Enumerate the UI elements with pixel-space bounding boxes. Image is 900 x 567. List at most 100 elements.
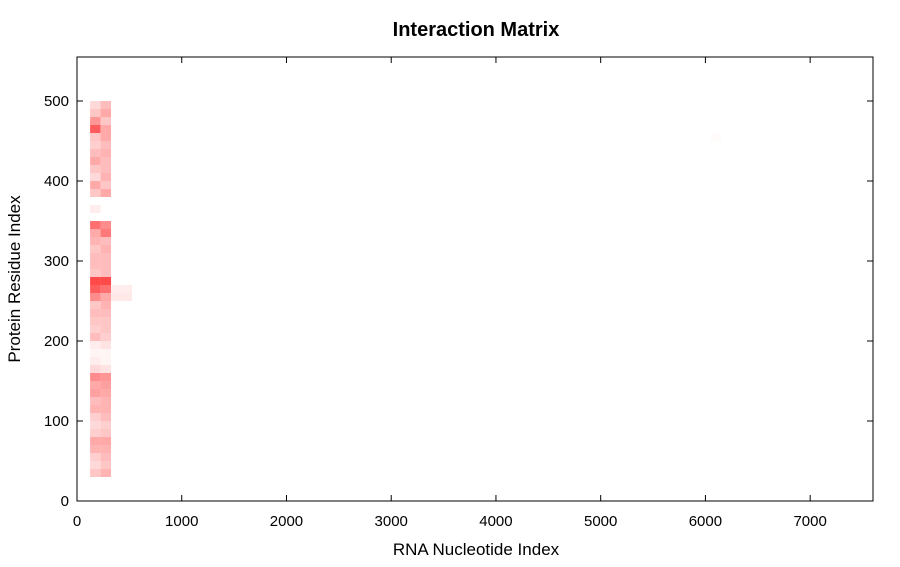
heatmap-cell <box>100 173 112 181</box>
heatmap-cell <box>90 229 101 237</box>
heatmap-cell <box>90 285 101 293</box>
heatmap-cell <box>100 365 112 373</box>
heatmap-cell <box>100 453 112 461</box>
y-tick-label: 0 <box>61 493 69 510</box>
heatmap-cell <box>100 237 112 245</box>
heatmap-cell <box>100 133 112 141</box>
x-axis-ticks: 0 1000 2000 3000 4000 5000 6000 7000 <box>73 57 827 530</box>
heatmap-cell <box>100 293 112 301</box>
heatmap-cell <box>100 309 112 317</box>
heatmap-cell <box>100 341 112 349</box>
heatmap-cell <box>90 157 101 165</box>
heatmap-cells <box>90 101 722 477</box>
heatmap-cell <box>100 229 112 237</box>
x-tick-label: 3000 <box>375 513 408 530</box>
heatmap-cell <box>90 109 101 117</box>
heatmap-cell <box>90 413 101 421</box>
heatmap-cell <box>100 157 112 165</box>
heatmap-cell <box>90 173 101 181</box>
heatmap-cell <box>100 269 112 277</box>
heatmap-cell <box>100 421 112 429</box>
heatmap-cell <box>90 149 101 157</box>
heatmap-cell <box>100 445 112 453</box>
heatmap-cell <box>90 261 101 269</box>
heatmap-cell <box>90 397 101 405</box>
heatmap-cell <box>90 189 101 197</box>
heatmap-cell <box>100 413 112 421</box>
heatmap-cell <box>90 253 101 261</box>
x-axis-label: RNA Nucleotide Index <box>393 540 560 559</box>
heatmap-cell <box>90 309 101 317</box>
x-tick-label: 2000 <box>270 513 303 530</box>
heatmap-cell <box>90 301 101 309</box>
heatmap-cell <box>90 365 101 373</box>
heatmap-cell <box>90 141 101 149</box>
heatmap-cell <box>100 261 112 269</box>
heatmap-cell <box>90 293 101 301</box>
chart-title: Interaction Matrix <box>393 19 560 41</box>
heatmap-cell <box>121 285 132 293</box>
heatmap-cell <box>90 133 101 141</box>
heatmap-cell <box>100 349 112 357</box>
heatmap-cell <box>90 461 101 469</box>
heatmap-cell <box>100 389 112 397</box>
heatmap-cell <box>90 165 101 173</box>
plot-frame <box>76 56 874 502</box>
y-tick-label: 300 <box>44 253 69 270</box>
heatmap-cell <box>100 301 112 309</box>
heatmap-cell <box>710 133 722 141</box>
heatmap-cell <box>90 245 101 253</box>
heatmap-cell <box>90 349 101 357</box>
heatmap-cell <box>90 333 101 341</box>
heatmap-cell <box>100 101 112 109</box>
heatmap-cell <box>90 277 101 285</box>
heatmap-cell <box>90 405 101 413</box>
heatmap-cell <box>90 357 101 365</box>
heatmap-cell <box>100 141 112 149</box>
heatmap-cell <box>90 445 101 453</box>
heatmap-cell <box>90 421 101 429</box>
heatmap-cell <box>90 125 101 133</box>
heatmap-cell <box>90 389 101 397</box>
heatmap-cell <box>100 285 112 293</box>
heatmap-cell <box>100 109 112 117</box>
heatmap-cell <box>121 293 132 301</box>
heatmap-cell <box>111 285 122 293</box>
heatmap-cell <box>100 245 112 253</box>
heatmap-cell <box>90 205 101 213</box>
heatmap-cell <box>90 453 101 461</box>
x-tick-label: 7000 <box>793 513 826 530</box>
y-tick-label: 100 <box>44 413 69 430</box>
y-axis-label: Protein Residue Index <box>5 195 24 363</box>
y-axis-ticks: 0 100 200 300 400 500 <box>44 93 873 510</box>
heatmap-cell <box>100 189 112 197</box>
heatmap-cell <box>90 101 101 109</box>
heatmap-cell <box>90 341 101 349</box>
y-tick-label: 200 <box>44 333 69 350</box>
heatmap-cell <box>90 373 101 381</box>
y-tick-label: 500 <box>44 93 69 110</box>
heatmap-cell <box>100 429 112 437</box>
heatmap-cell <box>100 317 112 325</box>
heatmap-cell <box>100 165 112 173</box>
x-tick-label: 6000 <box>689 513 722 530</box>
x-tick-label: 4000 <box>479 513 512 530</box>
heatmap-cell <box>100 397 112 405</box>
heatmap-cell <box>90 437 101 445</box>
heatmap-cell <box>90 221 101 229</box>
heatmap-cell <box>111 293 122 301</box>
heatmap-cell <box>100 181 112 189</box>
x-tick-label: 5000 <box>584 513 617 530</box>
heatmap-cell <box>100 149 112 157</box>
heatmap-cell <box>90 429 101 437</box>
heatmap-cell <box>100 469 112 477</box>
heatmap-cell <box>100 437 112 445</box>
heatmap-cell <box>100 373 112 381</box>
heatmap-cell <box>90 325 101 333</box>
heatmap-cell <box>100 405 112 413</box>
heatmap-cell <box>90 317 101 325</box>
heatmap-cell <box>100 221 112 229</box>
heatmap-cell <box>90 181 101 189</box>
